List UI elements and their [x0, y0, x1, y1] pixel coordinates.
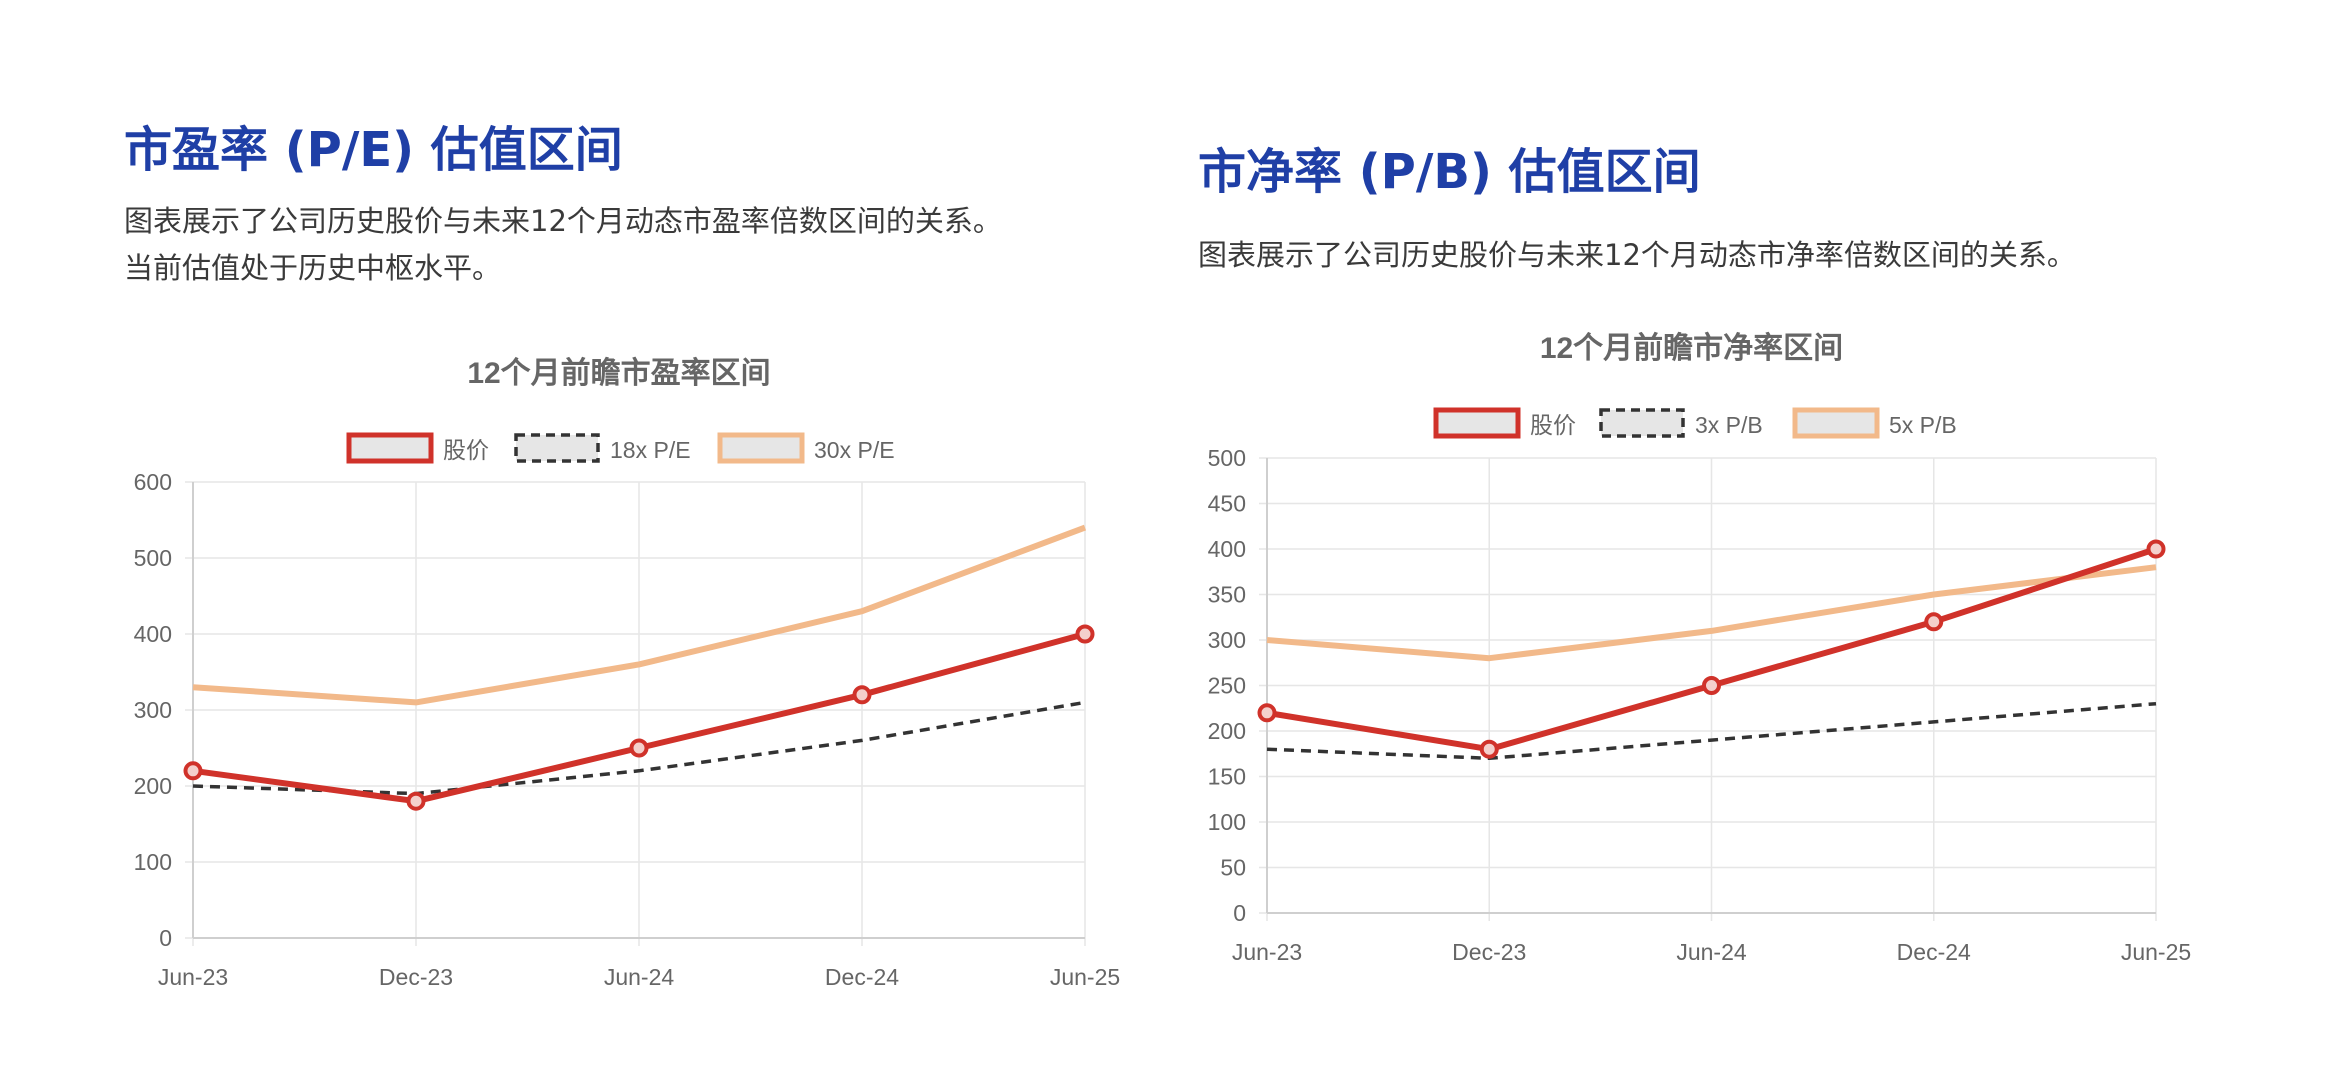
pb-y-tick-label: 400 — [1208, 536, 1246, 562]
pe-y-tick-label: 100 — [134, 849, 172, 875]
pb-x-tick-label: Jun-24 — [1676, 939, 1747, 965]
pe-legend-label: 18x P/E — [610, 437, 691, 463]
pe-price-point — [406, 791, 426, 811]
pb-price-point — [2146, 539, 2166, 559]
pb-series-1-line — [1266, 701, 2157, 761]
pb-y-tick-label: 250 — [1208, 673, 1246, 699]
pe-y-tick-label: 200 — [134, 773, 172, 799]
pb-legend-label: 3x P/B — [1695, 412, 1763, 438]
pb-legend-label: 股价 — [1530, 412, 1576, 438]
pe-legend-label: 30x P/E — [814, 437, 895, 463]
pe-x-tick-label: Dec-24 — [825, 964, 899, 990]
pe-x-tick-label: Jun-23 — [158, 964, 228, 990]
pb-chart-title: 12个月前瞻市净率区间 — [1540, 331, 1843, 365]
pb-price-point — [1257, 703, 1277, 723]
pe-y-tick-label: 500 — [134, 545, 172, 571]
pe-description-line-1: 图表展示了公司历史股价与未来12个月动态市盈率倍数区间的关系。 — [124, 203, 1002, 238]
pe-price-point — [1075, 624, 1095, 644]
pb-price-point — [1924, 612, 1944, 632]
pe-series-2-line — [192, 524, 1087, 706]
pb-description-line-1: 图表展示了公司历史股价与未来12个月动态市净率倍数区间的关系。 — [1198, 237, 2076, 272]
pb-price-point — [1702, 676, 1721, 695]
pe-legend-swatch — [717, 432, 805, 464]
pb-series-2-line — [1266, 564, 2157, 662]
pe-panel: 市盈率 (P/E) 估值区间 图表展示了公司历史股价与未来12个月动态市盈率倍数… — [124, 122, 1124, 292]
pb-y-tick-label: 150 — [1208, 764, 1246, 790]
pb-legend-swatch — [1599, 408, 1685, 438]
pe-legend-swatch — [514, 433, 600, 463]
pb-y-tick-label: 50 — [1220, 855, 1246, 881]
pb-legend-swatch — [1433, 407, 1521, 439]
pb-legend-label: 5x P/B — [1889, 412, 1957, 438]
pb-y-tick-label: 450 — [1208, 491, 1246, 517]
pe-x-tick-label: Dec-23 — [379, 964, 453, 990]
pe-x-tick-label: Jun-24 — [604, 964, 675, 990]
pe-y-tick-label: 0 — [159, 925, 172, 951]
pe-legend-label: 股价 — [443, 437, 489, 463]
pb-x-tick-label: Jun-23 — [1232, 939, 1302, 965]
pe-chart-title: 12个月前瞻市盈率区间 — [467, 356, 770, 390]
pe-price-point — [629, 738, 649, 758]
pb-y-tick-label: 300 — [1208, 627, 1246, 653]
pe-series-1-line — [192, 700, 1086, 796]
pe-y-tick-label: 600 — [134, 469, 172, 495]
pb-chart: 12个月前瞻市净率区间 0 50 100 150 200 250 300 350 400 450 50… — [1208, 331, 2192, 965]
pb-y-tick-label: 350 — [1208, 582, 1246, 608]
pb-y-tick-label: 100 — [1208, 809, 1246, 835]
pe-chart: 12个月前瞻市盈率区间 0 100 200 300 400 500 600 Jun-23 Dec-… — [134, 356, 1121, 990]
pb-price-point — [1479, 739, 1499, 759]
pe-price-point — [183, 761, 203, 781]
pb-y-tick-label: 500 — [1208, 445, 1246, 471]
pe-legend-swatch — [346, 432, 434, 464]
pe-x-tick-label: Jun-25 — [1050, 964, 1120, 990]
pb-y-tick-label: 200 — [1208, 718, 1246, 744]
pe-y-tick-label: 400 — [134, 621, 172, 647]
pe-heading: 市盈率 (P/E) 估值区间 — [124, 122, 623, 178]
pb-panel: 市净率 (P/B) 估值区间 图表展示了公司历史股价与未来12个月动态市净率倍数… — [1198, 144, 2278, 279]
pe-description-line-2: 当前估值处于历史中枢水平。 — [124, 250, 502, 285]
pb-y-tick-label: 0 — [1233, 900, 1246, 926]
pb-x-tick-label: Jun-25 — [2121, 939, 2191, 965]
pe-y-tick-label: 300 — [134, 697, 172, 723]
pb-x-tick-label: Dec-23 — [1452, 939, 1526, 965]
pb-heading: 市净率 (P/B) 估值区间 — [1198, 144, 1701, 200]
pb-legend-swatch — [1792, 407, 1880, 439]
pb-x-tick-label: Dec-24 — [1897, 939, 1971, 965]
pe-price-point — [852, 685, 872, 705]
